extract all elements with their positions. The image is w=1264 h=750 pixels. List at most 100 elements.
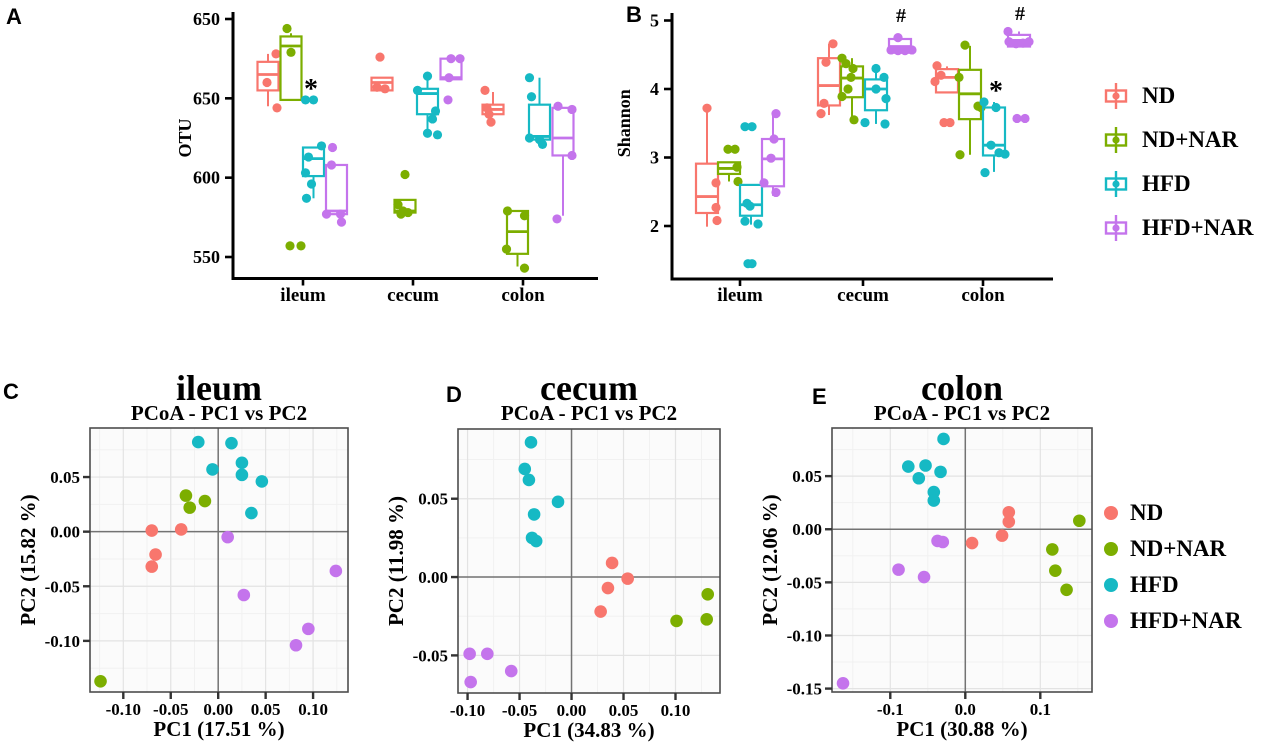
panel-E-scatter: -0.1 0.0 0.10.050.00-0.05-0.10-0.15colonPC… <box>758 368 1093 741</box>
svg-text:2: 2 <box>650 216 659 236</box>
svg-text:-0.15: -0.15 <box>787 680 822 699</box>
svg-text:cecum: cecum <box>540 368 638 408</box>
svg-text:ileum: ileum <box>280 285 326 306</box>
svg-text:600: 600 <box>193 168 220 188</box>
dot-icon <box>1104 578 1118 592</box>
svg-text:4: 4 <box>650 79 659 99</box>
box-A-cat1-g2 <box>412 71 443 140</box>
legend-item-nd-nar: ND+NAR <box>1104 531 1242 567</box>
legend-label: HFD <box>1130 572 1179 597</box>
legend-item-nd: ND <box>1102 74 1254 118</box>
box-A-cat2-g0 <box>480 85 505 127</box>
legend-item-hfd-nar: HFD+NAR <box>1102 206 1254 250</box>
series-E-ND <box>965 505 1016 550</box>
series-C-ND+NAR <box>94 489 212 688</box>
svg-text:colon: colon <box>501 285 545 306</box>
svg-text:0.00: 0.00 <box>557 701 587 720</box>
boxplot-icon <box>1104 127 1128 153</box>
series-C-ND <box>145 523 188 573</box>
series-D-ND+NAR <box>670 587 715 628</box>
svg-text:OTU: OTU <box>175 118 195 157</box>
panel-letter-d: D <box>446 382 462 407</box>
svg-text:cecum: cecum <box>837 285 889 306</box>
svg-text:0.00: 0.00 <box>418 568 448 587</box>
panel-letter-c: C <box>3 379 19 404</box>
box-B-cat0-g3 <box>759 109 786 198</box>
svg-text:Shannon: Shannon <box>614 89 634 157</box>
box-B-cat2-g0 <box>930 61 960 128</box>
legend-item-hfd-nar: HFD+NAR <box>1104 603 1242 639</box>
series-D-HFD <box>518 436 565 548</box>
svg-text:-0.10: -0.10 <box>787 626 822 645</box>
box-A-cat2-g1 <box>501 206 530 273</box>
svg-text:-0.05: -0.05 <box>45 577 80 596</box>
box-B-cat2-g2 <box>979 97 1010 178</box>
dot-icon <box>1104 506 1118 520</box>
box-A-cat0-g3 <box>321 142 349 227</box>
svg-text:0.0: 0.0 <box>955 700 976 719</box>
box-A-cat0-g0 <box>256 49 282 113</box>
svg-text:colon: colon <box>921 368 1003 408</box>
series-E-ND+NAR <box>1046 514 1086 597</box>
svg-text:5: 5 <box>650 11 659 31</box>
svg-text:ileum: ileum <box>717 285 763 306</box>
svg-text:PC1 (34.83 %): PC1 (34.83 %) <box>523 718 654 742</box>
svg-text:*: * <box>304 74 318 105</box>
series-E-HFD <box>901 432 950 507</box>
svg-text:PC2 (11.98 %): PC2 (11.98 %) <box>384 496 408 626</box>
box-B-cat1-g0 <box>816 39 842 119</box>
svg-text:PC2 (12.06 %): PC2 (12.06 %) <box>758 494 782 625</box>
points-E <box>836 432 1086 690</box>
svg-text:PC1 (30.88 %): PC1 (30.88 %) <box>896 717 1027 741</box>
dot-icon <box>1104 614 1118 628</box>
svg-text:650: 650 <box>193 9 220 29</box>
boxplot-icon <box>1104 83 1128 109</box>
svg-text:ileum: ileum <box>176 368 262 408</box>
series-C-HFD <box>191 435 269 520</box>
legend-item-nd: ND <box>1104 495 1242 531</box>
svg-text:PC1 (17.51 %): PC1 (17.51 %) <box>153 717 284 741</box>
panel-A-boxplot: 650 650 600 550 ileum cecum colon OTU * <box>175 9 598 306</box>
svg-text:0.00: 0.00 <box>50 523 80 542</box>
svg-text:0.05: 0.05 <box>609 701 639 720</box>
boxplot-icon <box>1104 215 1128 241</box>
svg-text:PCoA - PC1 vs PC2: PCoA - PC1 vs PC2 <box>501 401 677 425</box>
series-C-HFD+NAR <box>221 530 343 652</box>
panel-letter-a: A <box>6 4 22 29</box>
svg-text:-0.10: -0.10 <box>45 632 80 651</box>
legend-item-nd-nar: ND+NAR <box>1102 118 1254 162</box>
svg-text:0.1: 0.1 <box>1030 700 1051 719</box>
svg-text:PCoA - PC1 vs PC2: PCoA - PC1 vs PC2 <box>131 401 307 425</box>
svg-text:-0.05: -0.05 <box>153 700 188 719</box>
box-B-cat0-g0 <box>694 103 722 227</box>
svg-text:-0.05: -0.05 <box>787 573 822 592</box>
svg-text:PC2 (15.82 %): PC2 (15.82 %) <box>16 494 40 625</box>
series-D-HFD+NAR <box>463 647 518 689</box>
legend-label: HFD+NAR <box>1142 215 1254 240</box>
series-E-HFD+NAR <box>836 534 950 690</box>
svg-text:-0.05: -0.05 <box>413 646 448 665</box>
svg-text:#: # <box>1015 3 1025 25</box>
box-B-cat1-g1 <box>837 53 865 125</box>
legend-label: ND+NAR <box>1130 536 1227 561</box>
svg-text:0.05: 0.05 <box>792 467 822 486</box>
legend-label: ND <box>1130 500 1164 525</box>
box-A-cat2-g3 <box>551 101 577 224</box>
box-B-cat0-g2 <box>738 122 764 269</box>
legend-item-hfd: HFD <box>1102 162 1254 206</box>
panel-B-boxplot: 5 4 3 2 ileum cecum colon Shannon # # * <box>614 3 1053 306</box>
panel-C-scatter: -0.10 -0.05 0.00 0.05 0.10 0.05 0.00 -0.05 -0.10… <box>16 368 349 741</box>
svg-text:-0.05: -0.05 <box>502 701 537 720</box>
svg-text:0.10: 0.10 <box>298 700 328 719</box>
box-B-cat0-g1 <box>716 144 743 187</box>
series-D-ND <box>594 556 634 618</box>
box-A-cat1-g1 <box>393 169 417 219</box>
svg-text:PCoA - PC1 vs PC2: PCoA - PC1 vs PC2 <box>874 401 1050 425</box>
svg-text:550: 550 <box>193 247 220 267</box>
svg-text:#: # <box>896 5 906 27</box>
legend-label: HFD <box>1142 171 1191 196</box>
svg-text:650: 650 <box>193 88 220 108</box>
dot-icon <box>1104 542 1118 556</box>
